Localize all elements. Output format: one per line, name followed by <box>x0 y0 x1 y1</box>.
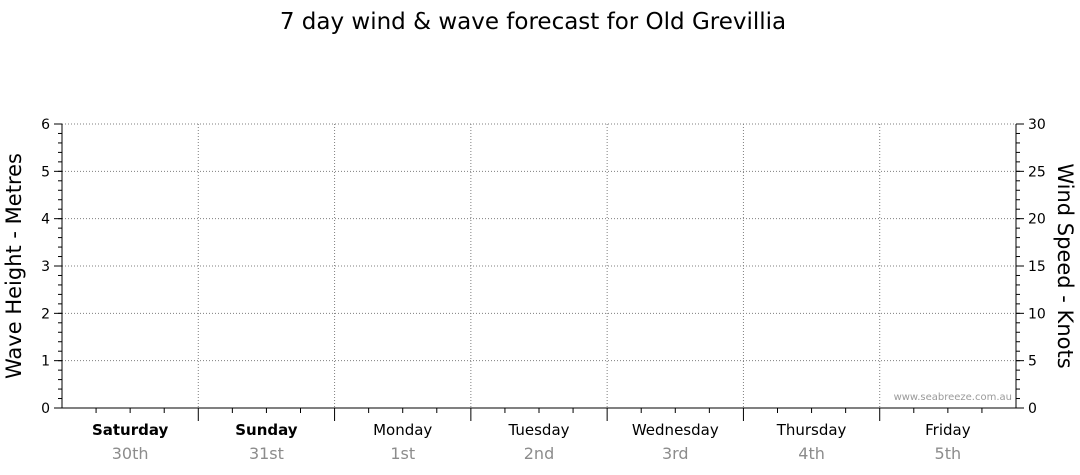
bottom-axis-ticks <box>95 408 983 421</box>
left-axis-title: Wave Height - Metres <box>2 153 26 379</box>
right-axis-title: Wind Speed - Knots <box>1053 163 1077 368</box>
plot-area: 0 1 2 3 4 5 6 0 5 10 15 20 25 30 Saturday 30th Sunday 3… <box>41 117 1046 463</box>
left-tick-label: 5 <box>41 164 50 180</box>
day-name-label: Wednesday <box>632 421 719 439</box>
day-date-label: 1st <box>390 444 415 463</box>
left-tick-label: 6 <box>41 117 50 133</box>
day-date-label: 3rd <box>662 444 689 463</box>
left-tick-label: 2 <box>41 306 50 322</box>
chart-title: 7 day wind & wave forecast for Old Grevi… <box>280 9 786 35</box>
left-tick-label: 1 <box>41 354 50 370</box>
watermark: www.seabreeze.com.au <box>894 392 1012 403</box>
day-date-label: 5th <box>935 444 962 463</box>
day-date-label: 31st <box>249 444 284 463</box>
left-tick-label: 4 <box>41 212 50 228</box>
right-tick-label: 15 <box>1028 259 1046 275</box>
day-name-label: Tuesday <box>507 421 569 439</box>
right-tick-label: 5 <box>1028 354 1037 370</box>
gridlines <box>62 123 1016 408</box>
day-name-label: Thursday <box>776 421 847 439</box>
day-name-label: Friday <box>925 421 971 439</box>
day-name-label: Sunday <box>235 421 298 439</box>
right-axis-ticks: 0 5 10 15 20 25 30 <box>1016 117 1046 417</box>
right-tick-label: 0 <box>1028 401 1037 417</box>
right-tick-label: 20 <box>1028 212 1046 228</box>
left-tick-label: 0 <box>41 401 50 417</box>
left-tick-label: 3 <box>41 259 50 275</box>
day-name-label: Monday <box>373 421 432 439</box>
left-axis-ticks: 0 1 2 3 4 5 6 <box>41 117 62 417</box>
day-labels: Saturday 30th Sunday 31st Monday 1st Tuesday 2n… <box>92 421 971 463</box>
day-date-label: 4th <box>798 444 825 463</box>
right-tick-label: 25 <box>1028 164 1046 180</box>
right-tick-label: 10 <box>1028 306 1046 322</box>
day-date-label: 2nd <box>524 444 554 463</box>
day-date-label: 30th <box>112 444 149 463</box>
right-tick-label: 30 <box>1028 117 1046 133</box>
day-name-label: Saturday <box>92 421 169 439</box>
